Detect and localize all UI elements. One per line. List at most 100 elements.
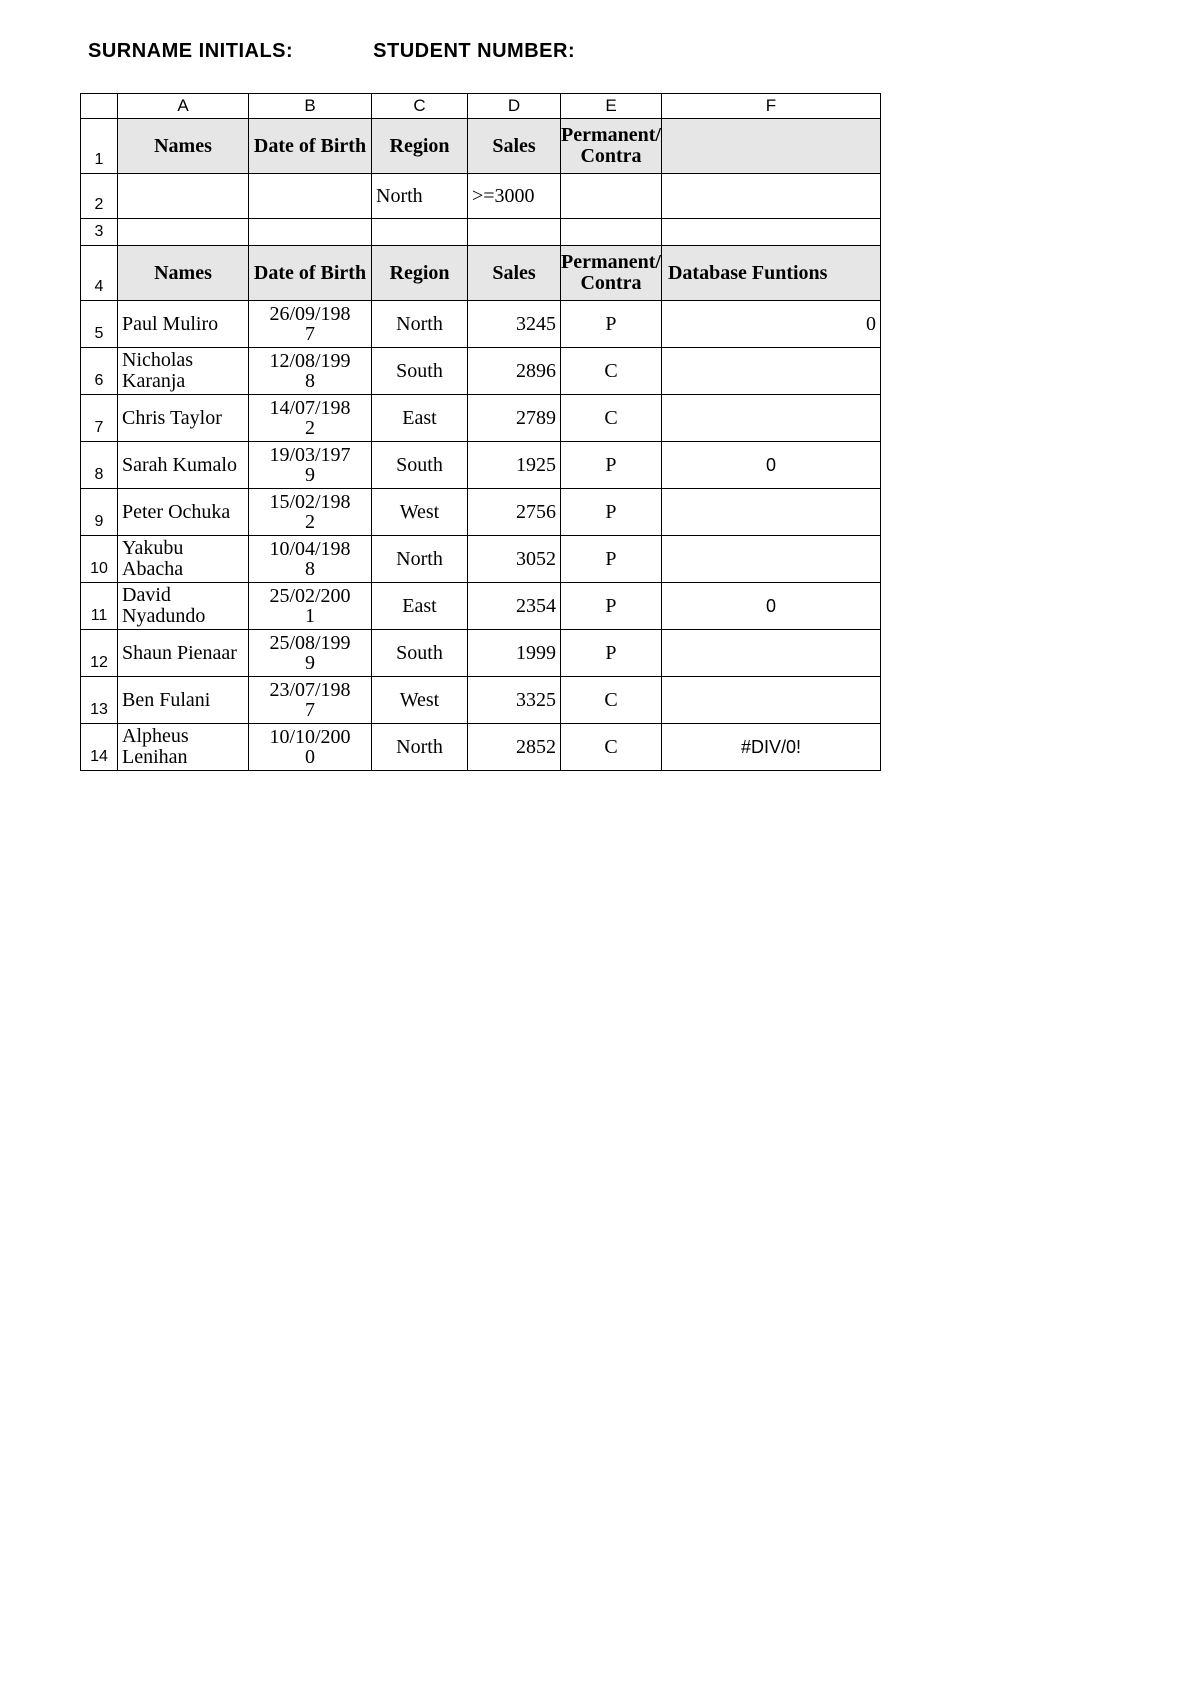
cell-perm: C: [561, 677, 662, 724]
cell-dob: 26/09/1987: [249, 301, 372, 348]
criteria-sales: >=3000: [468, 174, 561, 219]
criteria-header-row: 1 Names Date of Birth Region Sales Perma…: [81, 119, 881, 174]
h2-region: Region: [372, 248, 467, 298]
h2-names: Names: [118, 248, 248, 298]
cell-region: East: [372, 583, 468, 630]
row-number: 13: [81, 677, 118, 724]
cell-dbfunc: 0: [661, 442, 880, 489]
cell-name: Yakubu Abacha: [118, 536, 249, 583]
cell-region: South: [372, 348, 468, 395]
cell-name: Sarah Kumalo: [118, 442, 249, 489]
row-number: 9: [81, 489, 118, 536]
cell-sales: 1925: [468, 442, 561, 489]
table-row: 9Peter Ochuka15/02/1982West2756P: [81, 489, 881, 536]
cell-perm: C: [561, 348, 662, 395]
cell-sales: 3052: [468, 536, 561, 583]
col-C: C: [372, 94, 468, 119]
h2-dob: Date of Birth: [249, 248, 371, 298]
cell-perm: P: [561, 489, 662, 536]
row-number: 14: [81, 724, 118, 771]
criteria-values-row: 2 North >=3000: [81, 174, 881, 219]
cell-sales: 1999: [468, 630, 561, 677]
cell-region: North: [372, 301, 468, 348]
cell-name: Chris Taylor: [118, 395, 249, 442]
cell-name: Paul Muliro: [118, 301, 249, 348]
table-row: 11David Nyadundo25/02/2001East2354P0: [81, 583, 881, 630]
criteria-region: North: [372, 174, 468, 219]
h-region: Region: [372, 121, 467, 171]
cell-dbfunc: [661, 630, 880, 677]
row-number: 11: [81, 583, 118, 630]
cell-perm: C: [561, 724, 662, 771]
row-number: 8: [81, 442, 118, 489]
cell-name: Alpheus Lenihan: [118, 724, 249, 771]
row-number: 7: [81, 395, 118, 442]
table-row: 5Paul Muliro26/09/1987North3245P0: [81, 301, 881, 348]
table-row: 6Nicholas Karanja12/08/1998South2896C: [81, 348, 881, 395]
column-letters-row: A B C D E F: [81, 94, 881, 119]
col-A: A: [118, 94, 249, 119]
spreadsheet-table: A B C D E F 1 Names Date of Birth Region…: [80, 93, 881, 771]
col-D: D: [468, 94, 561, 119]
h-names: Names: [118, 121, 248, 171]
cell-dbfunc: [661, 536, 880, 583]
cell-sales: 2852: [468, 724, 561, 771]
cell-dbfunc: [661, 348, 880, 395]
cell-region: West: [372, 489, 468, 536]
cell-region: North: [372, 724, 468, 771]
cell-name: Peter Ochuka: [118, 489, 249, 536]
cell-sales: 3325: [468, 677, 561, 724]
cell-dob: 10/10/2000: [249, 724, 372, 771]
table-row: 7Chris Taylor14/07/1982East2789C: [81, 395, 881, 442]
cell-region: North: [372, 536, 468, 583]
cell-region: East: [372, 395, 468, 442]
cell-perm: P: [561, 536, 662, 583]
h-perm: Permanent/ Contra: [561, 121, 661, 171]
h-sales: Sales: [468, 121, 560, 171]
cell-region: South: [372, 442, 468, 489]
cell-sales: 2789: [468, 395, 561, 442]
table-row: 14Alpheus Lenihan10/10/2000North2852C#DI…: [81, 724, 881, 771]
cell-perm: P: [561, 442, 662, 489]
row-number: 12: [81, 630, 118, 677]
surname-label: SURNAME INITIALS:: [88, 40, 293, 63]
cell-name: David Nyadundo: [118, 583, 249, 630]
row-number: 5: [81, 301, 118, 348]
col-E: E: [561, 94, 662, 119]
table-row: 8Sarah Kumalo19/03/1979South1925P0: [81, 442, 881, 489]
cell-dbfunc: 0: [661, 301, 880, 348]
cell-dob: 23/07/1987: [249, 677, 372, 724]
student-number-label: STUDENT NUMBER:: [373, 40, 575, 63]
data-header-row: 4 Names Date of Birth Region Sales Perma…: [81, 246, 881, 301]
cell-region: West: [372, 677, 468, 724]
cell-dob: 19/03/1979: [249, 442, 372, 489]
cell-name: Ben Fulani: [118, 677, 249, 724]
cell-sales: 3245: [468, 301, 561, 348]
table-row: 10Yakubu Abacha10/04/1988North3052P: [81, 536, 881, 583]
row-number: 10: [81, 536, 118, 583]
cell-perm: P: [561, 630, 662, 677]
cell-name: Shaun Pienaar: [118, 630, 249, 677]
row-number: 6: [81, 348, 118, 395]
table-row: 13Ben Fulani23/07/1987West3325C: [81, 677, 881, 724]
cell-sales: 2756: [468, 489, 561, 536]
col-F: F: [661, 94, 880, 119]
cell-dob: 14/07/1982: [249, 395, 372, 442]
h-dob: Date of Birth: [249, 121, 371, 171]
cell-perm: P: [561, 583, 662, 630]
table-row: 12Shaun Pienaar25/08/1999South1999P: [81, 630, 881, 677]
page-header: SURNAME INITIALS: STUDENT NUMBER:: [88, 40, 1120, 63]
h-blank: [662, 121, 880, 171]
col-B: B: [249, 94, 372, 119]
h2-dbfunc: Database Funtions: [668, 248, 880, 298]
cell-region: South: [372, 630, 468, 677]
h2-perm: Permanent/ Contra: [561, 248, 661, 298]
cell-dob: 12/08/1998: [249, 348, 372, 395]
cell-dob: 15/02/1982: [249, 489, 372, 536]
blank-row: 3: [81, 219, 881, 246]
cell-name: Nicholas Karanja: [118, 348, 249, 395]
cell-dbfunc: [661, 489, 880, 536]
cell-dbfunc: #DIV/0!: [661, 724, 880, 771]
cell-dbfunc: [661, 677, 880, 724]
cell-perm: P: [561, 301, 662, 348]
